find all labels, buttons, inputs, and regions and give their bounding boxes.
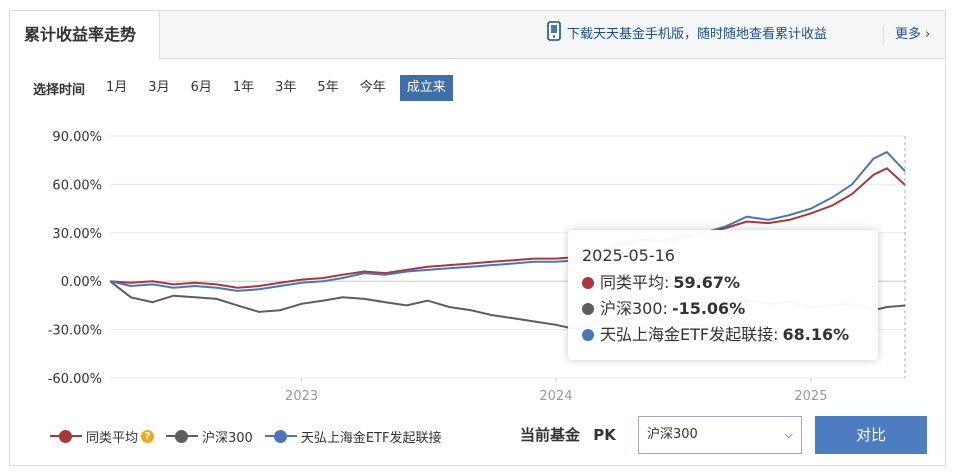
legend-label: 同类平均	[86, 430, 139, 446]
header-divider	[883, 25, 884, 45]
legend-label: 天弘上海金ETF发起联接	[300, 430, 442, 446]
legend-label: 沪深300	[202, 430, 253, 446]
chart-legend: 同类平均? 沪深300 天弘上海金ETF发起联接	[50, 426, 453, 446]
legend-item[interactable]: 天弘上海金ETF发起联接	[264, 427, 442, 446]
tooltip-series-value: 68.16%	[782, 325, 850, 344]
y-tick-label: 30.00%	[52, 227, 102, 242]
x-tick-label: 2024	[539, 389, 572, 404]
compare-target-value: 沪深300	[647, 427, 698, 442]
y-tick-label: -60.00%	[48, 372, 102, 387]
tooltip-series-dot	[582, 329, 594, 341]
y-tick-label: 90.00%	[52, 130, 102, 145]
panel-title: 累计收益率走势	[9, 10, 160, 60]
tooltip-series-name: 沪深300	[600, 299, 663, 318]
y-tick-label: 60.00%	[52, 178, 102, 193]
y-tick-label: 0.00%	[61, 275, 102, 290]
tooltip-series-value: 59.67%	[673, 273, 741, 292]
tooltip-row: 同类平均 :59.67%	[582, 270, 864, 296]
tooltip-series-dot	[582, 303, 594, 315]
range-option-button[interactable]: 1月	[106, 80, 128, 95]
range-option-button[interactable]: 3年	[275, 80, 297, 95]
x-tick-label: 2023	[285, 389, 318, 404]
tooltip-row: 沪深300 : -15.06%	[582, 296, 864, 322]
tooltip-series-name: 天弘上海金ETF发起联接	[600, 325, 774, 344]
tooltip-separator: :	[664, 273, 670, 292]
tooltip-row: 天弘上海金ETF发起联接 :68.16%	[582, 322, 864, 348]
legend-marker	[166, 430, 199, 443]
range-option-button[interactable]: 今年	[359, 80, 386, 95]
x-tick-label: 2025	[794, 389, 827, 404]
range-option-button[interactable]: 5年	[317, 80, 339, 95]
tooltip-series-dot	[582, 277, 594, 289]
time-range-label: 选择时间	[33, 82, 86, 98]
more-link-text: 更多	[895, 27, 922, 42]
panel-header: 累计收益率走势 下载天天基金手机版，随时随地查看累计收益 更多 ›	[9, 10, 945, 60]
time-range-selector: 选择时间 1月 3月 6月 1年 3年 5年 今年 成立来	[33, 75, 460, 101]
pk-label: 当前基金 PK	[520, 424, 616, 446]
download-app-link[interactable]: 下载天天基金手机版，随时随地查看累计收益	[547, 21, 828, 49]
current-fund-label: 当前基金	[520, 426, 581, 444]
compare-button[interactable]: 对比	[815, 416, 927, 454]
range-option-button[interactable]: 成立来	[399, 75, 453, 101]
legend-marker	[264, 430, 297, 443]
y-tick-label: -30.00%	[48, 324, 102, 339]
chart-tooltip: 2025-05-16 同类平均 :59.67% 沪深300 : -15.06% 天弘上…	[568, 230, 878, 360]
tooltip-series-value: -15.06%	[671, 299, 746, 318]
tooltip-separator: :	[662, 299, 668, 318]
question-icon[interactable]: ?	[141, 429, 155, 443]
compare-target-select[interactable]: 沪深300 ⌵	[638, 416, 802, 454]
legend-item[interactable]: 同类平均?	[50, 427, 155, 446]
range-option-button[interactable]: 1年	[232, 80, 255, 95]
tooltip-series-name: 同类平均	[600, 273, 665, 292]
range-option-button[interactable]: 6月	[190, 80, 212, 95]
pk-text: PK	[593, 426, 616, 444]
more-link[interactable]: 更多 ›	[895, 24, 930, 46]
legend-marker	[50, 430, 82, 443]
tooltip-date: 2025-05-16	[582, 246, 675, 265]
chevron-down-icon: ⌵	[784, 428, 793, 441]
series-line-1	[109, 167, 906, 289]
legend-item[interactable]: 沪深300	[166, 427, 253, 446]
range-option-button[interactable]: 3月	[148, 80, 170, 95]
tooltip-separator: :	[773, 325, 779, 344]
chevron-right-icon: ›	[925, 27, 931, 42]
download-app-text: 下载天天基金手机版，随时随地查看累计收益	[567, 27, 828, 42]
phone-icon	[547, 21, 561, 49]
series-line-3	[109, 150, 906, 292]
cumulative-return-chart: 90.00% 60.00% 30.00% 0.00% -30.00% -60.00% 202…	[48, 130, 906, 404]
